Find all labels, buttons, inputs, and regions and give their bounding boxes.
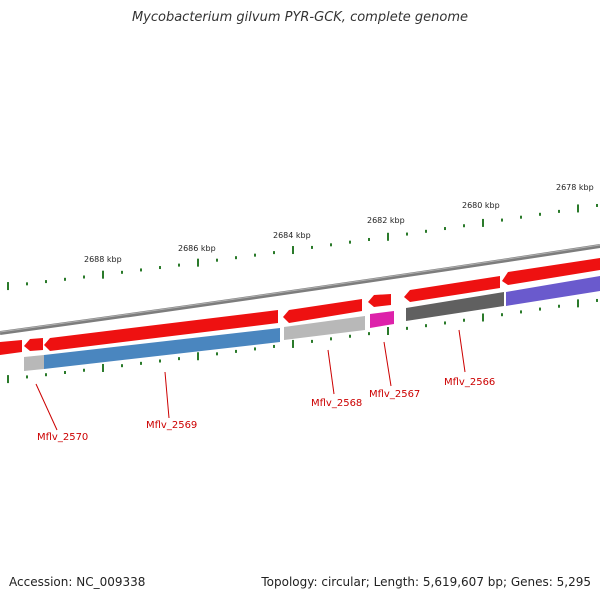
forward-cds-arrow xyxy=(368,294,391,307)
reverse-cds-block xyxy=(506,276,600,306)
accession-text: Accession: NC_009338 xyxy=(9,575,146,589)
label-leader-line xyxy=(35,383,58,431)
forward-cds-arrow xyxy=(44,310,278,351)
kbp-label-2678: 2678 kbp xyxy=(556,183,594,192)
reverse-cds-block xyxy=(44,328,280,369)
forward-strand xyxy=(0,258,600,355)
forward-cds-arrow xyxy=(502,258,600,285)
genome-backbone xyxy=(0,244,600,335)
forward-cds-arrow xyxy=(24,338,43,351)
outer-tick-marks xyxy=(7,203,598,291)
gene-label-mflv-2567: Mflv_2567 xyxy=(369,389,420,400)
forward-cds-arrow xyxy=(0,340,22,355)
gene-label-mflv-2566: Mflv_2566 xyxy=(444,377,495,388)
forward-cds-arrow xyxy=(404,276,500,302)
reverse-strand xyxy=(24,276,600,371)
reverse-cds-block xyxy=(406,292,504,321)
gene-label-mflv-2569: Mflv_2569 xyxy=(146,420,197,431)
reverse-cds-block xyxy=(24,355,44,371)
gene-label-mflv-2570: Mflv_2570 xyxy=(37,432,88,443)
map-title: Mycobacterium gilvum PYR-GCK, complete g… xyxy=(131,10,469,25)
reverse-cds-block xyxy=(370,311,394,328)
genome-summary-text: Topology: circular; Length: 5,619,607 bp… xyxy=(261,575,591,589)
kbp-label-2682: 2682 kbp xyxy=(367,216,405,225)
gene-labels: Mflv_2570 Mflv_2569 Mflv_2568 Mflv_2567 … xyxy=(35,329,495,443)
kbp-label-2684: 2684 kbp xyxy=(273,231,311,240)
label-leader-line xyxy=(383,341,392,387)
kbp-label-2688: 2688 kbp xyxy=(84,255,122,264)
genome-backbone-highlight xyxy=(0,244,600,333)
inner-tick-marks xyxy=(7,298,598,384)
label-leader-line xyxy=(164,371,170,419)
forward-cds-arrow xyxy=(283,299,362,323)
kbp-label-2680: 2680 kbp xyxy=(462,201,500,210)
label-leader-line xyxy=(327,349,335,395)
reverse-cds-block xyxy=(284,316,365,340)
kbp-label-2686: 2686 kbp xyxy=(178,244,216,253)
gene-label-mflv-2568: Mflv_2568 xyxy=(311,398,362,409)
label-leader-line xyxy=(458,329,466,373)
